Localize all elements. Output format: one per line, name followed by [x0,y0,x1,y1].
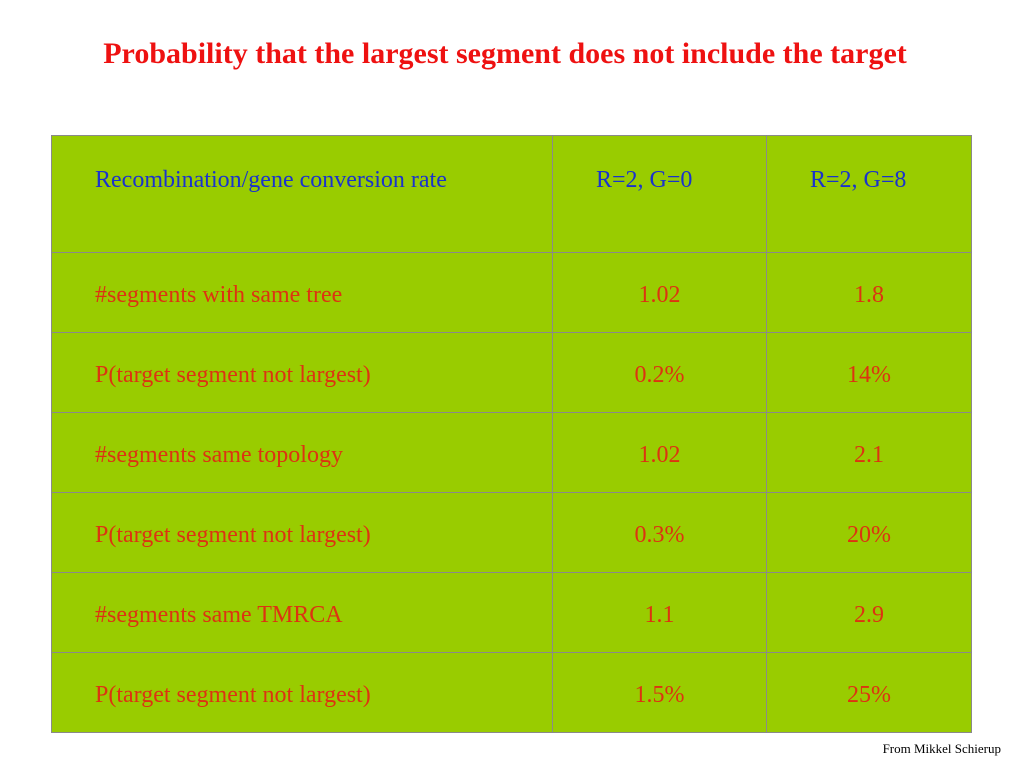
row-label: #segments same topology [51,412,553,493]
cell-r2-g8: 2.1 [766,412,972,493]
table-row: #segments same topology 1.02 2.1 [51,412,972,493]
cell-r2-g8: 14% [766,332,972,413]
row-label: P(target segment not largest) [51,492,553,573]
cell-r2-g0: 1.02 [552,412,767,493]
cell-r2-g0: 0.2% [552,332,767,413]
source-credit: From Mikkel Schierup [882,741,1001,756]
row-label: P(target segment not largest) [51,652,553,733]
data-table: Recombination/gene conversion rate R=2, … [51,135,972,733]
row-label: #segments with same tree [51,252,553,333]
row-label: #segments same TMRCA [51,572,553,653]
header-cell-r2-g0: R=2, G=0 [552,135,767,253]
row-label: P(target segment not largest) [51,332,553,413]
table-row: P(target segment not largest) 1.5% 25% [51,652,972,733]
table-row: P(target segment not largest) 0.2% 14% [51,332,972,413]
cell-r2-g0: 0.3% [552,492,767,573]
cell-r2-g8: 20% [766,492,972,573]
cell-r2-g0: 1.5% [552,652,767,733]
slide-title: Probability that the largest segment doe… [103,37,907,70]
cell-r2-g8: 25% [766,652,972,733]
table-row: #segments with same tree 1.02 1.8 [51,252,972,333]
cell-r2-g0: 1.1 [552,572,767,653]
table-row: P(target segment not largest) 0.3% 20% [51,492,972,573]
header-cell-rate: Recombination/gene conversion rate [51,135,553,253]
cell-r2-g8: 2.9 [766,572,972,653]
header-cell-r2-g8: R=2, G=8 [766,135,972,253]
cell-r2-g8: 1.8 [766,252,972,333]
cell-r2-g0: 1.02 [552,252,767,333]
table-header-row: Recombination/gene conversion rate R=2, … [51,135,972,253]
table-row: #segments same TMRCA 1.1 2.9 [51,572,972,653]
